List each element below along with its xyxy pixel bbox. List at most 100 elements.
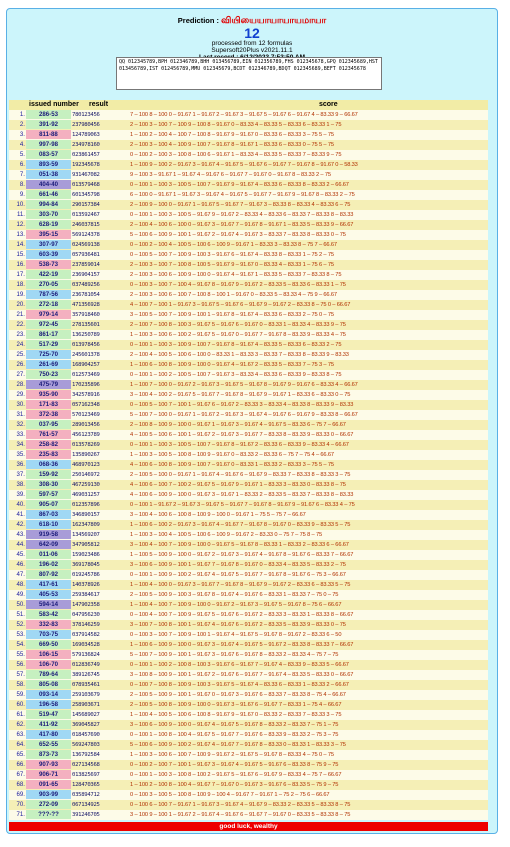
issued-number: 761-57 xyxy=(26,430,71,439)
row-index: 43. xyxy=(16,531,25,538)
score-cell: 3 – 100 7 – 100 8 – 100 1 – 91.67 4 – 91… xyxy=(130,622,346,628)
issued-number: 787-56 xyxy=(26,290,71,299)
result-digits: 168904257 xyxy=(72,362,100,368)
result-digits: 369045827 xyxy=(72,722,100,728)
issued-number: 404-40 xyxy=(26,180,71,189)
issued-number: 272-09 xyxy=(26,800,71,809)
row-index: 53. xyxy=(16,631,25,638)
issued-number: 475-79 xyxy=(26,380,71,389)
result-digits: 931467082 xyxy=(72,172,100,178)
table-row: 49. 405-53 259384617 2 – 100 5 – 100 9 – 10… xyxy=(9,590,488,600)
issued-number: 893-59 xyxy=(26,160,71,169)
issued-number: 642-09 xyxy=(26,540,71,549)
issued-number: 905-07 xyxy=(26,500,71,509)
row-index: 7. xyxy=(19,171,25,178)
issued-number: 083-57 xyxy=(26,150,71,159)
result-digits: 147902358 xyxy=(72,602,100,608)
score-cell: 5 – 100 7 – 100 9 – 100 1 – 91.67 3 – 91… xyxy=(130,652,339,658)
table-row: 39. 597-57 469031257 4 – 100 6 – 100 9 – 10… xyxy=(9,490,488,500)
issued-number: 979-14 xyxy=(26,310,71,319)
issued-number: 068-36 xyxy=(26,460,71,469)
table-row: 16. 538-73 237859014 2 – 100 3 – 100 7 – 10… xyxy=(9,260,488,270)
score-cell: 0 – 100 1 – 100 8 – 100 4 – 91.67 5 – 91… xyxy=(130,732,339,738)
score-cell: 5 – 100 6 – 100 9 – 100 2 – 91.67 4 – 91… xyxy=(130,742,346,748)
issued-number: 106-15 xyxy=(26,650,71,659)
table-row: 60. 196-58 258903671 2 – 100 5 – 100 8 – 10… xyxy=(9,700,488,710)
result-digits: 357918460 xyxy=(72,312,100,318)
issued-number: 997-98 xyxy=(26,140,71,149)
row-index: 9. xyxy=(19,191,25,198)
version-text: Supersoft20Plus v2021.11.1 xyxy=(211,47,293,54)
issued-number: 307-97 xyxy=(26,240,71,249)
result-digits: 013825697 xyxy=(72,772,100,778)
row-index: 52. xyxy=(16,621,25,628)
row-index: 3. xyxy=(19,131,25,138)
row-index: 12. xyxy=(16,221,25,228)
table-row: 71. ???-?? 391246705 3 – 100 9 – 100 1 – 91… xyxy=(9,810,488,820)
score-cell: 1 – 100 9 – 100 2 – 91.67 3 – 91.67 4 – … xyxy=(130,162,358,168)
table-row: 21. 979-14 357918460 3 – 100 5 – 100 7 – 10… xyxy=(9,310,488,320)
table-body: 1. 286-53 780123456 7 – 100 8 – 100 0 – 91.… xyxy=(9,110,488,820)
footer-banner: good luck, wealthy xyxy=(9,822,488,831)
row-index: 8. xyxy=(19,181,25,188)
table-row: 23. 861-17 136250789 1 – 100 3 – 100 6 – 10… xyxy=(9,330,488,340)
row-index: 2. xyxy=(19,121,25,128)
score-cell: 2 – 100 3 – 100 6 – 100 7 – 100 8 – 100 … xyxy=(130,292,337,298)
score-cell: 1 – 100 2 – 100 4 – 100 7 – 100 8 – 91.6… xyxy=(130,132,334,138)
table-row: 26. 261-69 168904257 1 – 100 6 – 100 8 – 10… xyxy=(9,360,488,370)
row-index: 18. xyxy=(16,281,25,288)
result-digits: 234978160 xyxy=(72,142,100,148)
score-cell: 1 – 100 2 – 100 8 – 100 4 – 91.67 7 – 91… xyxy=(130,782,339,788)
table-row: 11. 303-70 013592467 0 – 100 1 – 100 3 – 10… xyxy=(9,210,488,220)
issued-number: 395-15 xyxy=(26,230,71,239)
issued-number: 873-73 xyxy=(26,750,71,759)
row-index: 14. xyxy=(16,241,25,248)
score-cell: 6 – 100 0 – 91.67 1 – 91.67 3 – 91.67 4 … xyxy=(130,192,355,198)
issued-number: 661-46 xyxy=(26,190,71,199)
result-digits: 346890157 xyxy=(72,512,100,518)
table-row: 59. 093-14 259103679 2 – 100 5 – 100 9 – 10… xyxy=(9,690,488,700)
result-digits: 135890267 xyxy=(72,452,100,458)
score-cell: 0 – 100 1 – 100 3 – 100 9 – 100 7 – 91.6… xyxy=(130,342,342,348)
result-digits: 162347809 xyxy=(72,522,100,528)
issued-number: 935-90 xyxy=(26,390,71,399)
table-row: 41. 867-03 346890157 3 – 100 4 – 100 6 – 10… xyxy=(9,510,488,520)
issued-number: 994-84 xyxy=(26,200,71,209)
table-row: 36. 068-36 468970123 4 – 100 6 – 100 8 – 10… xyxy=(9,460,488,470)
issued-number: 332-83 xyxy=(26,620,71,629)
score-cell: 7 – 100 8 – 100 0 – 91.67 1 – 91.67 2 – … xyxy=(130,112,358,118)
issued-number: 594-14 xyxy=(26,600,71,609)
row-index: 41. xyxy=(16,511,25,518)
table-row: 58. 805-08 078935461 0 – 100 7 – 100 8 – 10… xyxy=(9,680,488,690)
score-cell: 2 – 100 3 – 100 6 – 100 9 – 100 0 – 91.6… xyxy=(130,272,342,278)
result-digits: 237980456 xyxy=(72,122,100,128)
table-row: 45. 011-06 159023486 1 – 100 5 – 100 9 – 10… xyxy=(9,550,488,560)
result-digits: 467259130 xyxy=(72,482,100,488)
result-digits: 258903671 xyxy=(72,702,100,708)
score-cell: 1 – 100 6 – 100 2 – 91.67 3 – 91.67 4 – … xyxy=(130,522,351,528)
table-row: 30. 171-83 057162348 0 – 100 5 – 100 7 – 10… xyxy=(9,400,488,410)
row-index: 11. xyxy=(16,211,25,218)
processed-text: processed from 12 formulas xyxy=(211,40,293,47)
issued-number: 517-29 xyxy=(26,340,71,349)
row-index: 22. xyxy=(16,321,25,328)
row-index: 17. xyxy=(16,271,25,278)
row-index: 40. xyxy=(16,501,25,508)
table-row: 38. 308-30 467259130 4 – 100 6 – 100 7 – 10… xyxy=(9,480,488,490)
results-table: issued number result score 1. 286-53 78012… xyxy=(9,100,488,820)
issued-number: 583-42 xyxy=(26,610,71,619)
issued-number: 196-58 xyxy=(26,700,71,709)
issued-number: 618-10 xyxy=(26,520,71,529)
row-index: 39. xyxy=(16,491,25,498)
result-digits: 468970123 xyxy=(72,462,100,468)
score-cell: 4 – 100 5 – 100 6 – 100 1 – 91.67 2 – 91… xyxy=(130,432,354,438)
score-cell: 2 – 100 4 – 100 6 – 100 0 – 91.67 3 – 91… xyxy=(130,222,354,228)
issued-number: 538-73 xyxy=(26,260,71,269)
issued-number: 669-50 xyxy=(26,640,71,649)
table-row: 42. 618-10 162347809 1 – 100 6 – 100 2 – 91… xyxy=(9,520,488,530)
score-cell: 2 – 100 3 – 100 7 – 100 8 – 100 5 – 91.6… xyxy=(130,262,334,268)
formula-codes-textarea[interactable]: QQ 012345789,BPH 012346789,BHH 013456789… xyxy=(116,57,382,90)
table-row: 20. 272-18 471356928 4 – 100 7 – 100 1 – 91… xyxy=(9,300,488,310)
table-row: 7. 051-38 931467082 9 – 100 3 – 91.67 1 – 9… xyxy=(9,170,488,180)
result-digits: 159023486 xyxy=(72,552,100,558)
